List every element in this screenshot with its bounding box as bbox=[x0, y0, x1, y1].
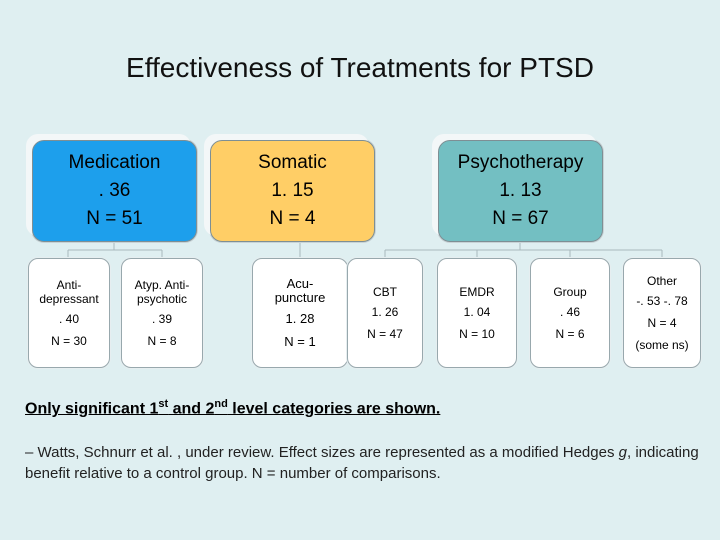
subcategory-value: . 46 bbox=[559, 305, 580, 319]
subcategory-label: Group bbox=[553, 285, 587, 299]
subcategory-label: Anti- bbox=[56, 278, 82, 292]
note-sup: nd bbox=[214, 398, 228, 410]
note-text: Only significant 1 bbox=[25, 400, 159, 418]
subcategory-label-cont: depressant bbox=[39, 292, 99, 306]
category-psychotherapy: Psychotherapy 1. 13 N = 67 bbox=[438, 140, 603, 242]
note-sup: st bbox=[158, 398, 169, 410]
subcategory-atypical-antipsychotic: Atyp. Anti- psychotic . 39 N = 8 bbox=[121, 258, 203, 368]
category-n: N = 4 bbox=[269, 208, 316, 229]
category-medication: Medication . 36 N = 51 bbox=[32, 140, 197, 242]
subcategory-n: N = 1 bbox=[284, 334, 316, 349]
note-text: level categories are shown. bbox=[227, 400, 441, 418]
subcategory-value: . 39 bbox=[151, 312, 172, 326]
subcategory-value: 1. 04 bbox=[463, 305, 491, 319]
subcategory-antidepressant: Anti- depressant . 40 N = 30 bbox=[28, 258, 110, 368]
citation: – Watts, Schnurr et al. , under review. … bbox=[25, 442, 705, 484]
subcategory-n: N = 8 bbox=[147, 334, 177, 348]
subcategory-label: Acu- bbox=[286, 276, 314, 291]
subcategory-n: N = 30 bbox=[51, 334, 87, 348]
category-n: N = 67 bbox=[492, 208, 549, 229]
subcategory-label: EMDR bbox=[459, 285, 495, 299]
category-label: Medication bbox=[68, 152, 161, 173]
subcategory-emdr: EMDR 1. 04 N = 10 bbox=[437, 258, 517, 368]
citation-text: – Watts, Schnurr et al. , under review. … bbox=[25, 444, 619, 461]
subcategory-label-cont: psychotic bbox=[136, 292, 188, 306]
citation-g: g bbox=[618, 444, 627, 461]
subcategory-value: 1. 28 bbox=[285, 311, 315, 326]
subcategory-value: -. 53 -. 78 bbox=[636, 294, 688, 308]
subcategory-n: N = 47 bbox=[367, 327, 403, 341]
subcategory-note: (some ns) bbox=[635, 338, 689, 352]
category-value: . 36 bbox=[98, 180, 131, 201]
category-label: Psychotherapy bbox=[457, 152, 584, 173]
subcategory-label: Other bbox=[646, 274, 677, 288]
subcategory-n: N = 6 bbox=[555, 327, 585, 341]
subcategory-value: 1. 26 bbox=[371, 305, 399, 319]
subcategory-label: Atyp. Anti- bbox=[134, 278, 190, 292]
note-text: and 2 bbox=[168, 400, 215, 418]
subcategory-value: . 40 bbox=[58, 312, 79, 326]
subcategory-cbt: CBT 1. 26 N = 47 bbox=[347, 258, 423, 368]
subcategory-acupuncture: Acu- puncture 1. 28 N = 1 bbox=[252, 258, 348, 368]
subcategory-label-cont: puncture bbox=[274, 290, 326, 305]
level-note: Only significant 1st and 2nd level categ… bbox=[25, 398, 440, 418]
citation-text: , indicating benefit relative to a contr… bbox=[25, 444, 699, 482]
category-value: 1. 13 bbox=[499, 180, 542, 201]
category-somatic: Somatic 1. 15 N = 4 bbox=[210, 140, 375, 242]
category-n: N = 51 bbox=[86, 208, 143, 229]
subcategory-n: N = 4 bbox=[647, 316, 677, 330]
slide-title: Effectiveness of Treatments for PTSD bbox=[126, 52, 594, 83]
subcategory-other: Other -. 53 -. 78 N = 4 (some ns) bbox=[623, 258, 701, 368]
subcategory-label: CBT bbox=[373, 285, 397, 299]
subcategory-n: N = 10 bbox=[459, 327, 495, 341]
subcategory-group: Group . 46 N = 6 bbox=[530, 258, 610, 368]
category-value: 1. 15 bbox=[271, 180, 314, 201]
category-label: Somatic bbox=[258, 152, 327, 173]
